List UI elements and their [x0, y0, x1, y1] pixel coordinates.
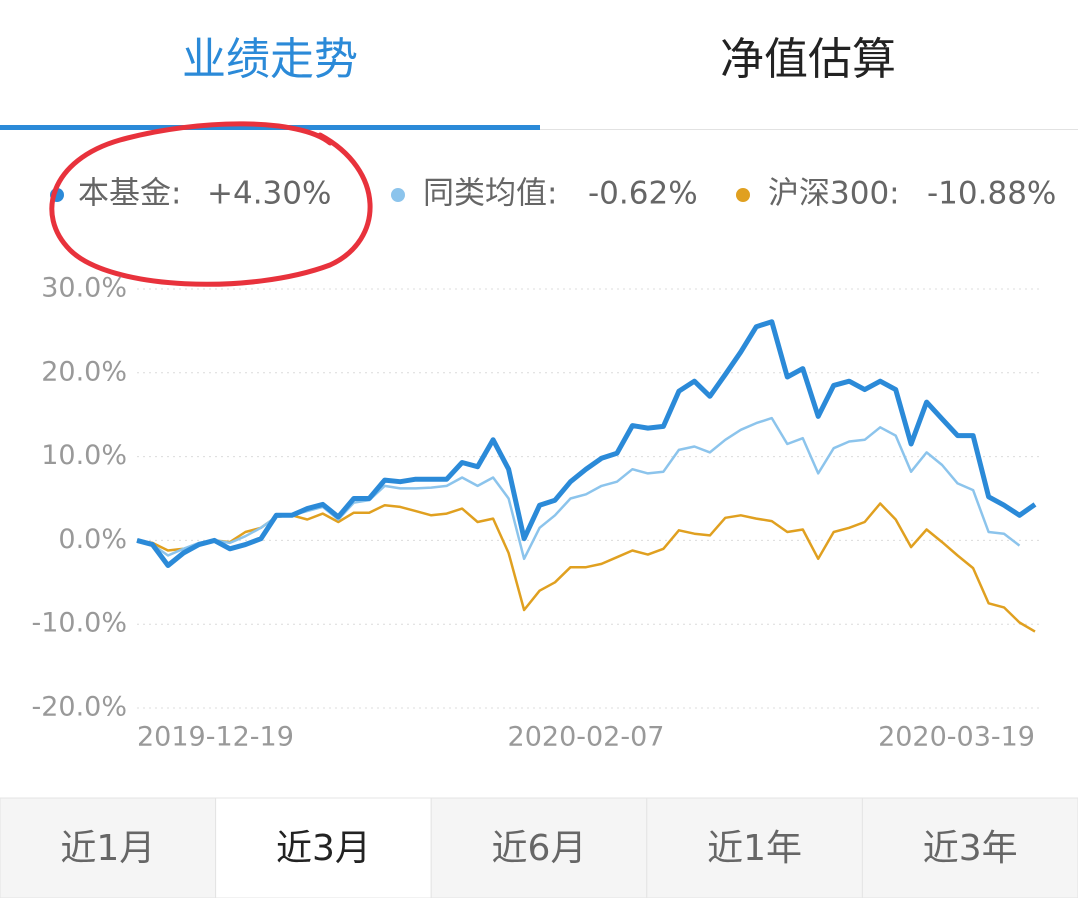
x-tick-label: 2019-12-19: [137, 722, 294, 753]
y-tick-label: 20.0%: [41, 356, 127, 387]
range-tab-label[interactable]: 近3月: [276, 828, 371, 869]
x-tick-label: 2020-03-19: [878, 722, 1035, 753]
range-tab[interactable]: [0, 797, 217, 898]
series-line: [136, 416, 1021, 561]
legend-return: +4.30%: [207, 176, 331, 212]
range-tab-label[interactable]: 近6月: [492, 828, 587, 869]
range-tab-label[interactable]: 近3年: [923, 828, 1018, 869]
legend-name: 同类均值:: [423, 176, 557, 212]
range-tab[interactable]: [861, 797, 1078, 898]
tab[interactable]: 净值估算: [720, 34, 896, 85]
plot: -20.0% -10.0% 0.0% 10.0% 20.0% 30.0% 2019-12-1…: [31, 273, 1040, 753]
legend-name: 沪深300:: [768, 176, 900, 212]
range-tab[interactable]: [646, 797, 863, 898]
y-tick-label: 10.0%: [41, 440, 127, 471]
legend-name: 本基金:: [78, 176, 181, 212]
range-tabs: 近1月 近3月 近6月 近1年 近3年: [0, 797, 1078, 898]
y-tick-label: 0.0%: [58, 524, 127, 555]
x-tick-label: 2020-02-07: [508, 722, 665, 753]
legend-return: -0.62%: [588, 176, 698, 212]
top-tab-bar: [0, 0, 1078, 130]
tab-active[interactable]: 业绩走势: [182, 34, 358, 85]
range-tab[interactable]: [430, 797, 648, 898]
hand-drawn-circle: [49, 121, 373, 287]
legend-return: -10.88%: [927, 176, 1056, 212]
range-tab-selected[interactable]: [215, 797, 432, 898]
legend-dot: [391, 188, 405, 202]
range-tab-label[interactable]: 近1月: [60, 828, 155, 869]
legend: 本基金: +4.30% 同类均值: -0.62% 沪深300: -10.88%: [50, 176, 1056, 212]
series-line: [136, 319, 1037, 568]
y-tick-label: 30.0%: [41, 273, 127, 304]
y-tick-label: -10.0%: [31, 608, 127, 639]
y-tick-label: -20.0%: [31, 692, 127, 723]
legend-dot: [736, 188, 750, 202]
range-tab-label[interactable]: 近1年: [707, 828, 802, 869]
